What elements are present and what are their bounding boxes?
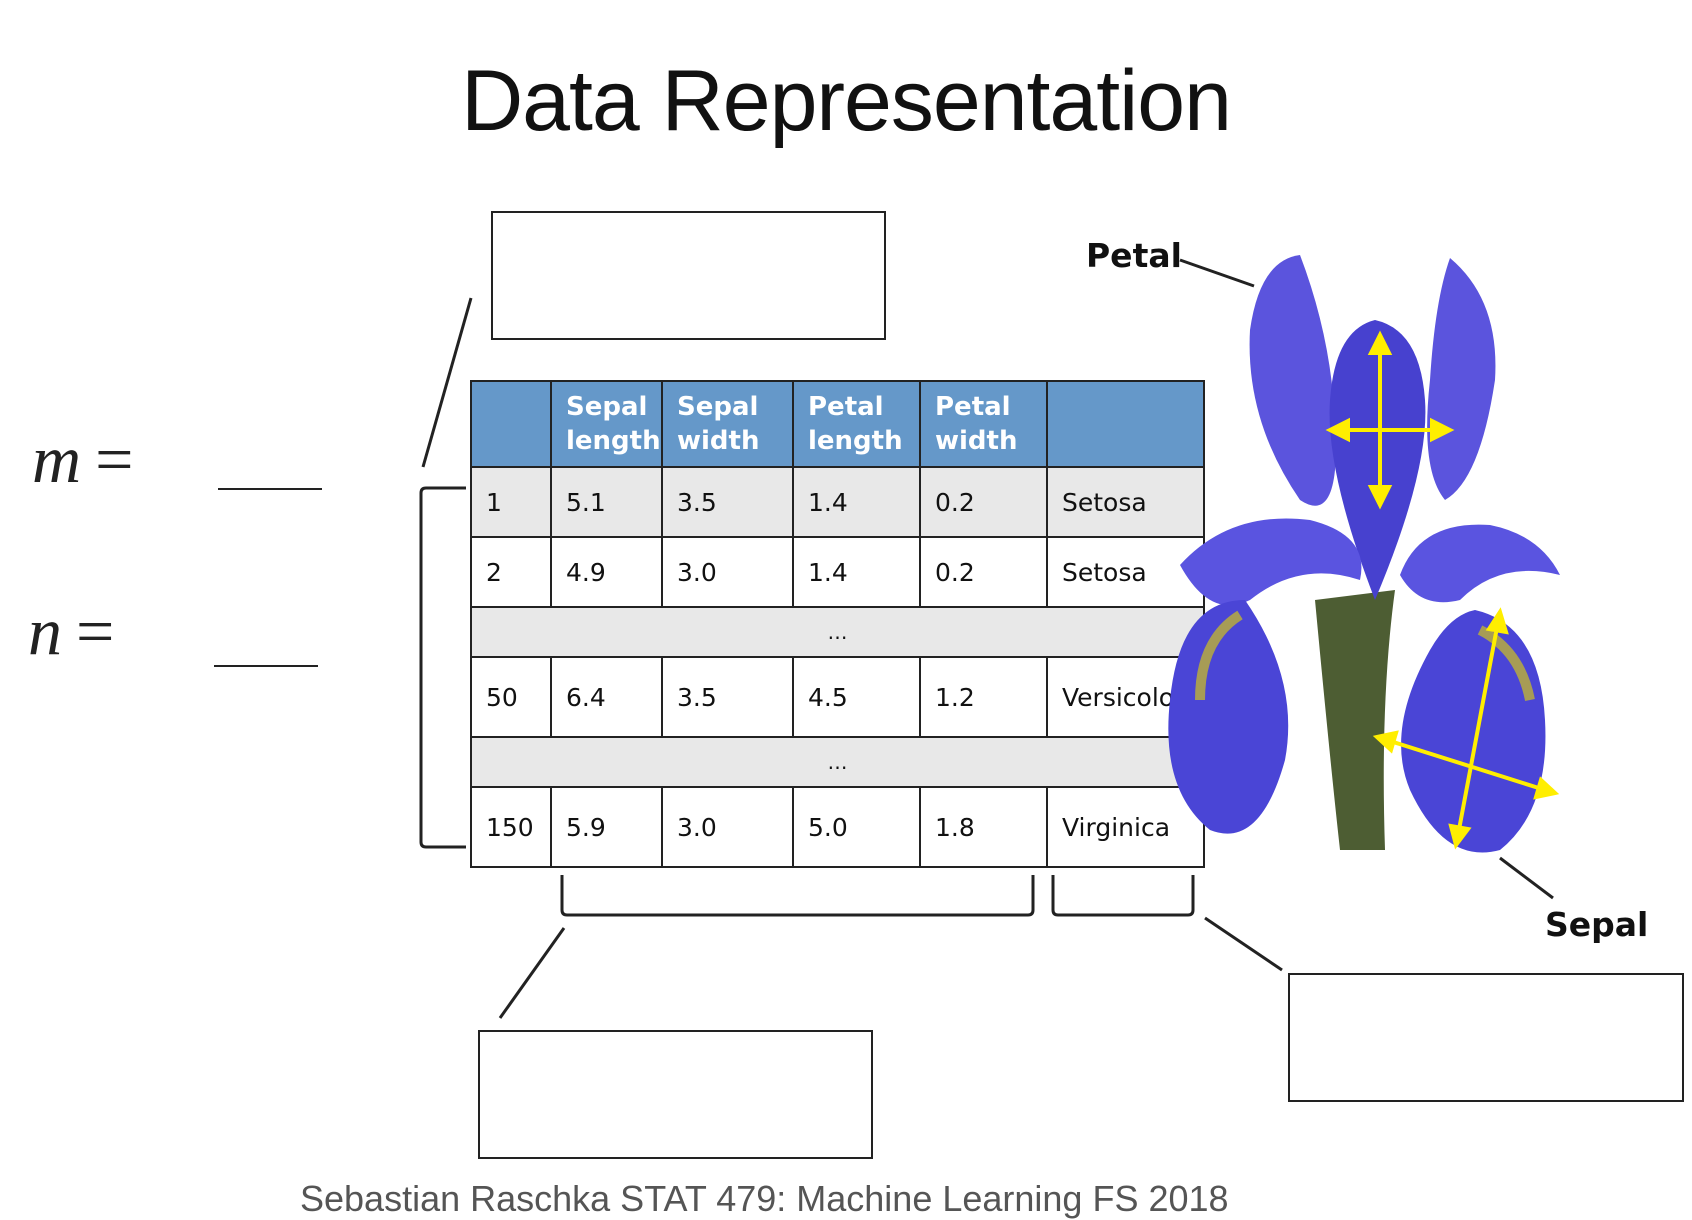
footer-text: Sebastian Raschka STAT 479: Machine Lear… [300, 1178, 1229, 1219]
cell-petal-length: 4.5 [792, 656, 921, 738]
cell-petal-width: 1.2 [919, 656, 1048, 738]
table-row: 1 5.1 3.5 1.4 0.2 Setosa [470, 466, 1205, 538]
slide: Data Representation m = n = Sepal length S… [28, 53, 1684, 1219]
cell-sepal-width: 3.0 [661, 536, 794, 608]
table-row: 2 4.9 3.0 1.4 0.2 Setosa [470, 536, 1205, 608]
iris-flower-image [1168, 255, 1560, 853]
cell-index: 150 [470, 786, 552, 868]
n-equals-sign: = [76, 593, 115, 669]
table-ellipsis-row: … [470, 736, 1205, 788]
m-answer-blank[interactable] [218, 488, 322, 490]
petal-label: Petal [1086, 236, 1182, 275]
header-class [1046, 380, 1205, 468]
cell-class: Setosa [1046, 466, 1205, 538]
m-equation: m = [32, 420, 133, 499]
cell-petal-length: 1.4 [792, 536, 921, 608]
m-symbol: m [32, 421, 82, 497]
cell-sepal-width: 3.0 [661, 786, 794, 868]
header-index [470, 380, 552, 468]
slide-title: Data Representation [461, 53, 1232, 149]
cell-petal-width: 0.2 [919, 466, 1048, 538]
petal-pointer [1179, 258, 1255, 288]
cell-sepal-width: 3.5 [661, 466, 794, 538]
table-row: 150 5.9 3.0 5.0 1.8 Virginica [470, 786, 1205, 868]
cell-petal-width: 1.8 [919, 786, 1048, 868]
n-equation: n = [28, 592, 114, 671]
table-header-row: Sepal length Sepal width Petal length Pe… [470, 380, 1205, 468]
cell-index: 2 [470, 536, 552, 608]
cell-petal-width: 0.2 [919, 536, 1048, 608]
ellipsis-cell: … [470, 736, 1205, 788]
iris-data-table: Sepal length Sepal width Petal length Pe… [470, 380, 1205, 868]
connector-right [1204, 916, 1283, 972]
n-answer-blank[interactable] [214, 665, 318, 667]
m-equals-sign: = [95, 421, 134, 497]
cell-sepal-length: 6.4 [550, 656, 663, 738]
n-symbol: n [28, 593, 62, 669]
cell-petal-length: 5.0 [792, 786, 921, 868]
header-sepal-width: Sepal width [661, 380, 794, 468]
cell-sepal-width: 3.5 [661, 656, 794, 738]
cell-index: 1 [470, 466, 552, 538]
connector-top [421, 297, 473, 468]
rows-bracket [419, 486, 466, 849]
table-ellipsis-row: … [470, 606, 1205, 658]
connector-bottom [498, 927, 566, 1019]
cell-index: 50 [470, 656, 552, 738]
cell-petal-length: 1.4 [792, 466, 921, 538]
features-bracket [560, 875, 1035, 917]
header-sepal-length: Sepal length [550, 380, 663, 468]
sepal-pointer [1499, 856, 1554, 900]
header-petal-width: Petal width [919, 380, 1048, 468]
cell-sepal-length: 5.9 [550, 786, 663, 868]
cell-class: Setosa [1046, 536, 1205, 608]
cell-sepal-length: 5.1 [550, 466, 663, 538]
cell-sepal-length: 4.9 [550, 536, 663, 608]
header-petal-length: Petal length [792, 380, 921, 468]
class-bracket [1051, 875, 1195, 917]
cell-class: Virginica [1046, 786, 1205, 868]
sepal-label: Sepal [1545, 905, 1649, 944]
answer-box-bottom[interactable] [478, 1030, 873, 1159]
annotation-lines [419, 255, 1560, 1019]
ellipsis-cell: … [470, 606, 1205, 658]
answer-box-right[interactable] [1288, 973, 1684, 1102]
answer-box-top[interactable] [491, 211, 886, 340]
